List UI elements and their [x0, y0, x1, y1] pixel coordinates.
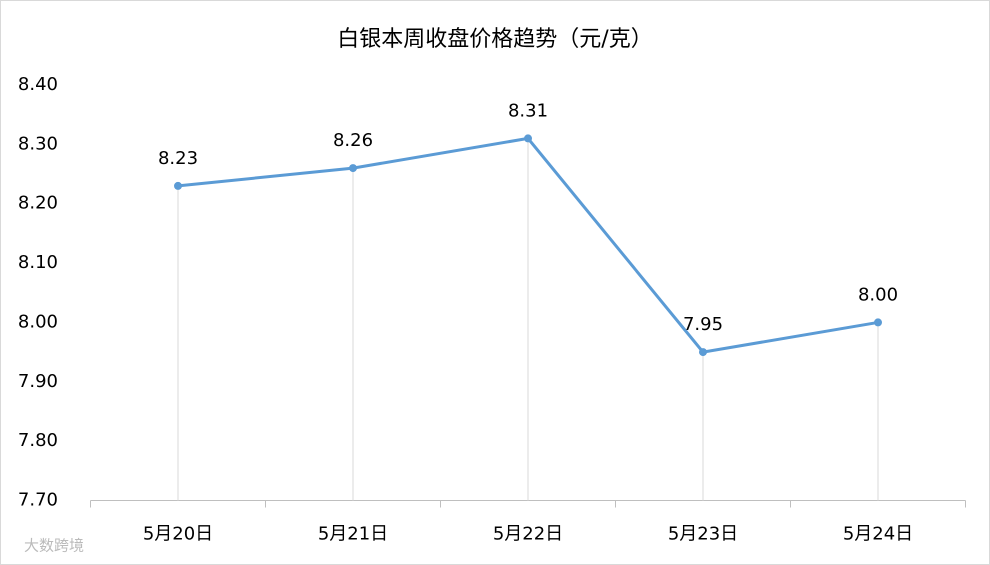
y-tick-label: 8.30: [18, 133, 58, 154]
point: [349, 164, 357, 173]
y-tick-label: 8.10: [18, 252, 58, 273]
data-label: 8.26: [333, 130, 373, 151]
point: [699, 348, 707, 357]
x-tick-label: 5月22日: [493, 524, 563, 545]
data-label: 8.00: [858, 284, 898, 305]
chart-title: 白银本周收盘价格趋势（元/克）: [337, 27, 652, 52]
x-tick-label: 5月23日: [668, 524, 738, 545]
y-tick-label: 8.20: [18, 193, 58, 214]
x-tick-label: 5月20日: [143, 524, 213, 545]
y-tick-label: 7.80: [18, 430, 58, 451]
point: [874, 318, 882, 327]
point: [524, 134, 532, 143]
y-tick-label: 8.40: [18, 74, 58, 95]
data-label: 7.95: [683, 314, 723, 335]
point: [174, 181, 182, 190]
watermark: 大数跨境: [24, 537, 84, 555]
y-tick-label: 7.70: [18, 490, 58, 511]
y-tick-label: 7.90: [18, 371, 58, 392]
x-tick-label: 5月24日: [843, 524, 913, 545]
data-label: 8.23: [158, 148, 198, 169]
y-tick-label: 8.00: [18, 311, 58, 332]
x-tick-label: 5月21日: [318, 524, 388, 545]
data-label: 8.31: [508, 100, 548, 121]
